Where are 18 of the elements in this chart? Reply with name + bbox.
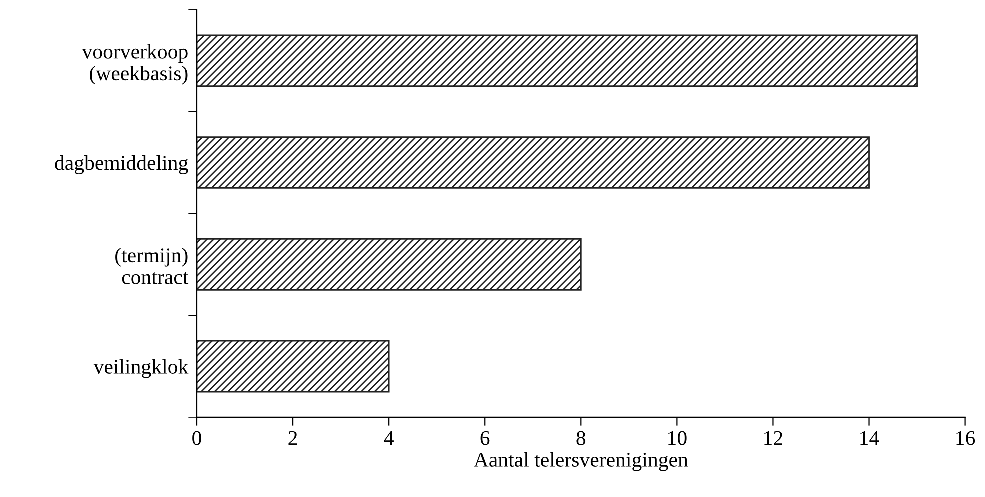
- x-tick-label: 8: [576, 431, 586, 446]
- x-tick-label: 16: [956, 431, 976, 446]
- x-axis-title: Aantal telersverenigingen: [474, 452, 688, 472]
- x-tick-label: 2: [288, 431, 298, 446]
- x-tick-label: 10: [668, 431, 687, 446]
- y-tick-label: voorverkoop (weekbasis): [82, 44, 188, 85]
- bar: [197, 136, 870, 189]
- x-tick-label: 4: [384, 431, 394, 446]
- bar: [197, 238, 582, 291]
- x-tick-label: 6: [480, 431, 490, 446]
- y-tick-label: (termijn) contract: [116, 248, 189, 284]
- x-tick-label: 12: [764, 431, 782, 446]
- y-tick-label: dagbemiddeling: [55, 156, 188, 174]
- bar: [197, 34, 918, 88]
- x-tick-label: 14: [860, 431, 880, 446]
- y-tick-label: veilingklok: [94, 359, 189, 378]
- bar: [197, 340, 390, 393]
- x-tick-label: 0: [192, 431, 202, 446]
